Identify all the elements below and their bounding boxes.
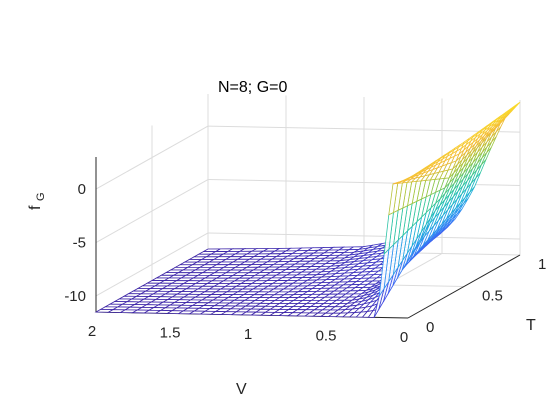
z-tick-label: -5 xyxy=(73,235,86,252)
x-tick-label: 2 xyxy=(88,323,96,340)
y-tick-label: 0.5 xyxy=(482,288,503,305)
z-axis-label-sub: G xyxy=(35,192,47,201)
grid-line xyxy=(207,232,521,240)
surface-mesh xyxy=(94,101,521,318)
grid-line xyxy=(95,179,209,243)
z-axis-label-group: f G xyxy=(27,192,47,210)
grid-line xyxy=(207,125,521,133)
axis-line xyxy=(407,254,521,319)
x-axis-label: V xyxy=(236,381,247,398)
z-axis-label: f xyxy=(27,205,44,210)
chart-annotation: N=8; G=0 xyxy=(218,79,287,96)
y-tick-label: 0 xyxy=(426,319,434,336)
z-tick-label: -10 xyxy=(64,288,86,305)
y-tick-label: 1 xyxy=(538,256,546,273)
z-tick-label: 0 xyxy=(78,181,86,198)
surface-cell xyxy=(406,175,413,180)
x-tick-label: 1 xyxy=(244,326,252,343)
y-axis-label: T xyxy=(526,317,536,334)
x-tick-label: 1.5 xyxy=(160,325,181,342)
x-tick-label: 0.5 xyxy=(316,328,337,345)
grid-line xyxy=(95,125,209,190)
x-tick-label: 0 xyxy=(400,329,408,346)
tick-labels: 0 0.5 1 1.5 2 0 0.5 1 -10 -5 0 xyxy=(64,181,546,346)
grid-line xyxy=(95,232,209,297)
